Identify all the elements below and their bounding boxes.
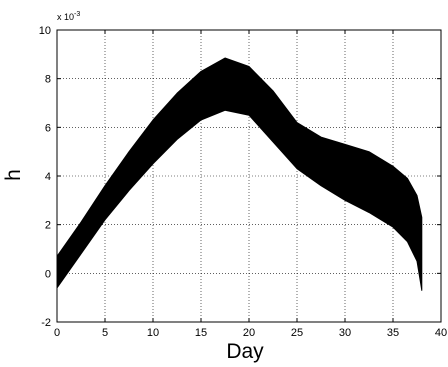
y-tick-label: 4: [45, 171, 51, 183]
x-tick-label: 10: [147, 327, 159, 339]
x-tick-label: 5: [102, 327, 108, 339]
y-tick-label: 2: [45, 220, 51, 232]
x-tick-label: 0: [54, 327, 60, 339]
y-tick-label: 10: [39, 25, 51, 37]
y-tick-label: -2: [41, 317, 51, 329]
x-tick-label: 40: [435, 327, 447, 339]
y-tick-label: 8: [45, 74, 51, 86]
y-scale-note: x 10-3: [57, 11, 80, 22]
y-tick-label: 6: [45, 122, 51, 134]
x-tick-label: 35: [387, 327, 399, 339]
y-tick-label: 0: [45, 268, 51, 280]
y-axis-ticks: -2 0 2 4 6 8 10: [39, 25, 441, 329]
x-tick-label: 25: [291, 327, 303, 339]
series-band: [56, 57, 423, 291]
x-axis-ticks: 0 5 10 15 20 25 30 35 40: [54, 30, 447, 339]
x-tick-label: 15: [195, 327, 207, 339]
x-tick-label: 30: [339, 327, 351, 339]
y-axis-label: h: [2, 169, 25, 181]
x-axis-label: Day: [226, 340, 264, 363]
x-tick-label: 20: [243, 327, 255, 339]
